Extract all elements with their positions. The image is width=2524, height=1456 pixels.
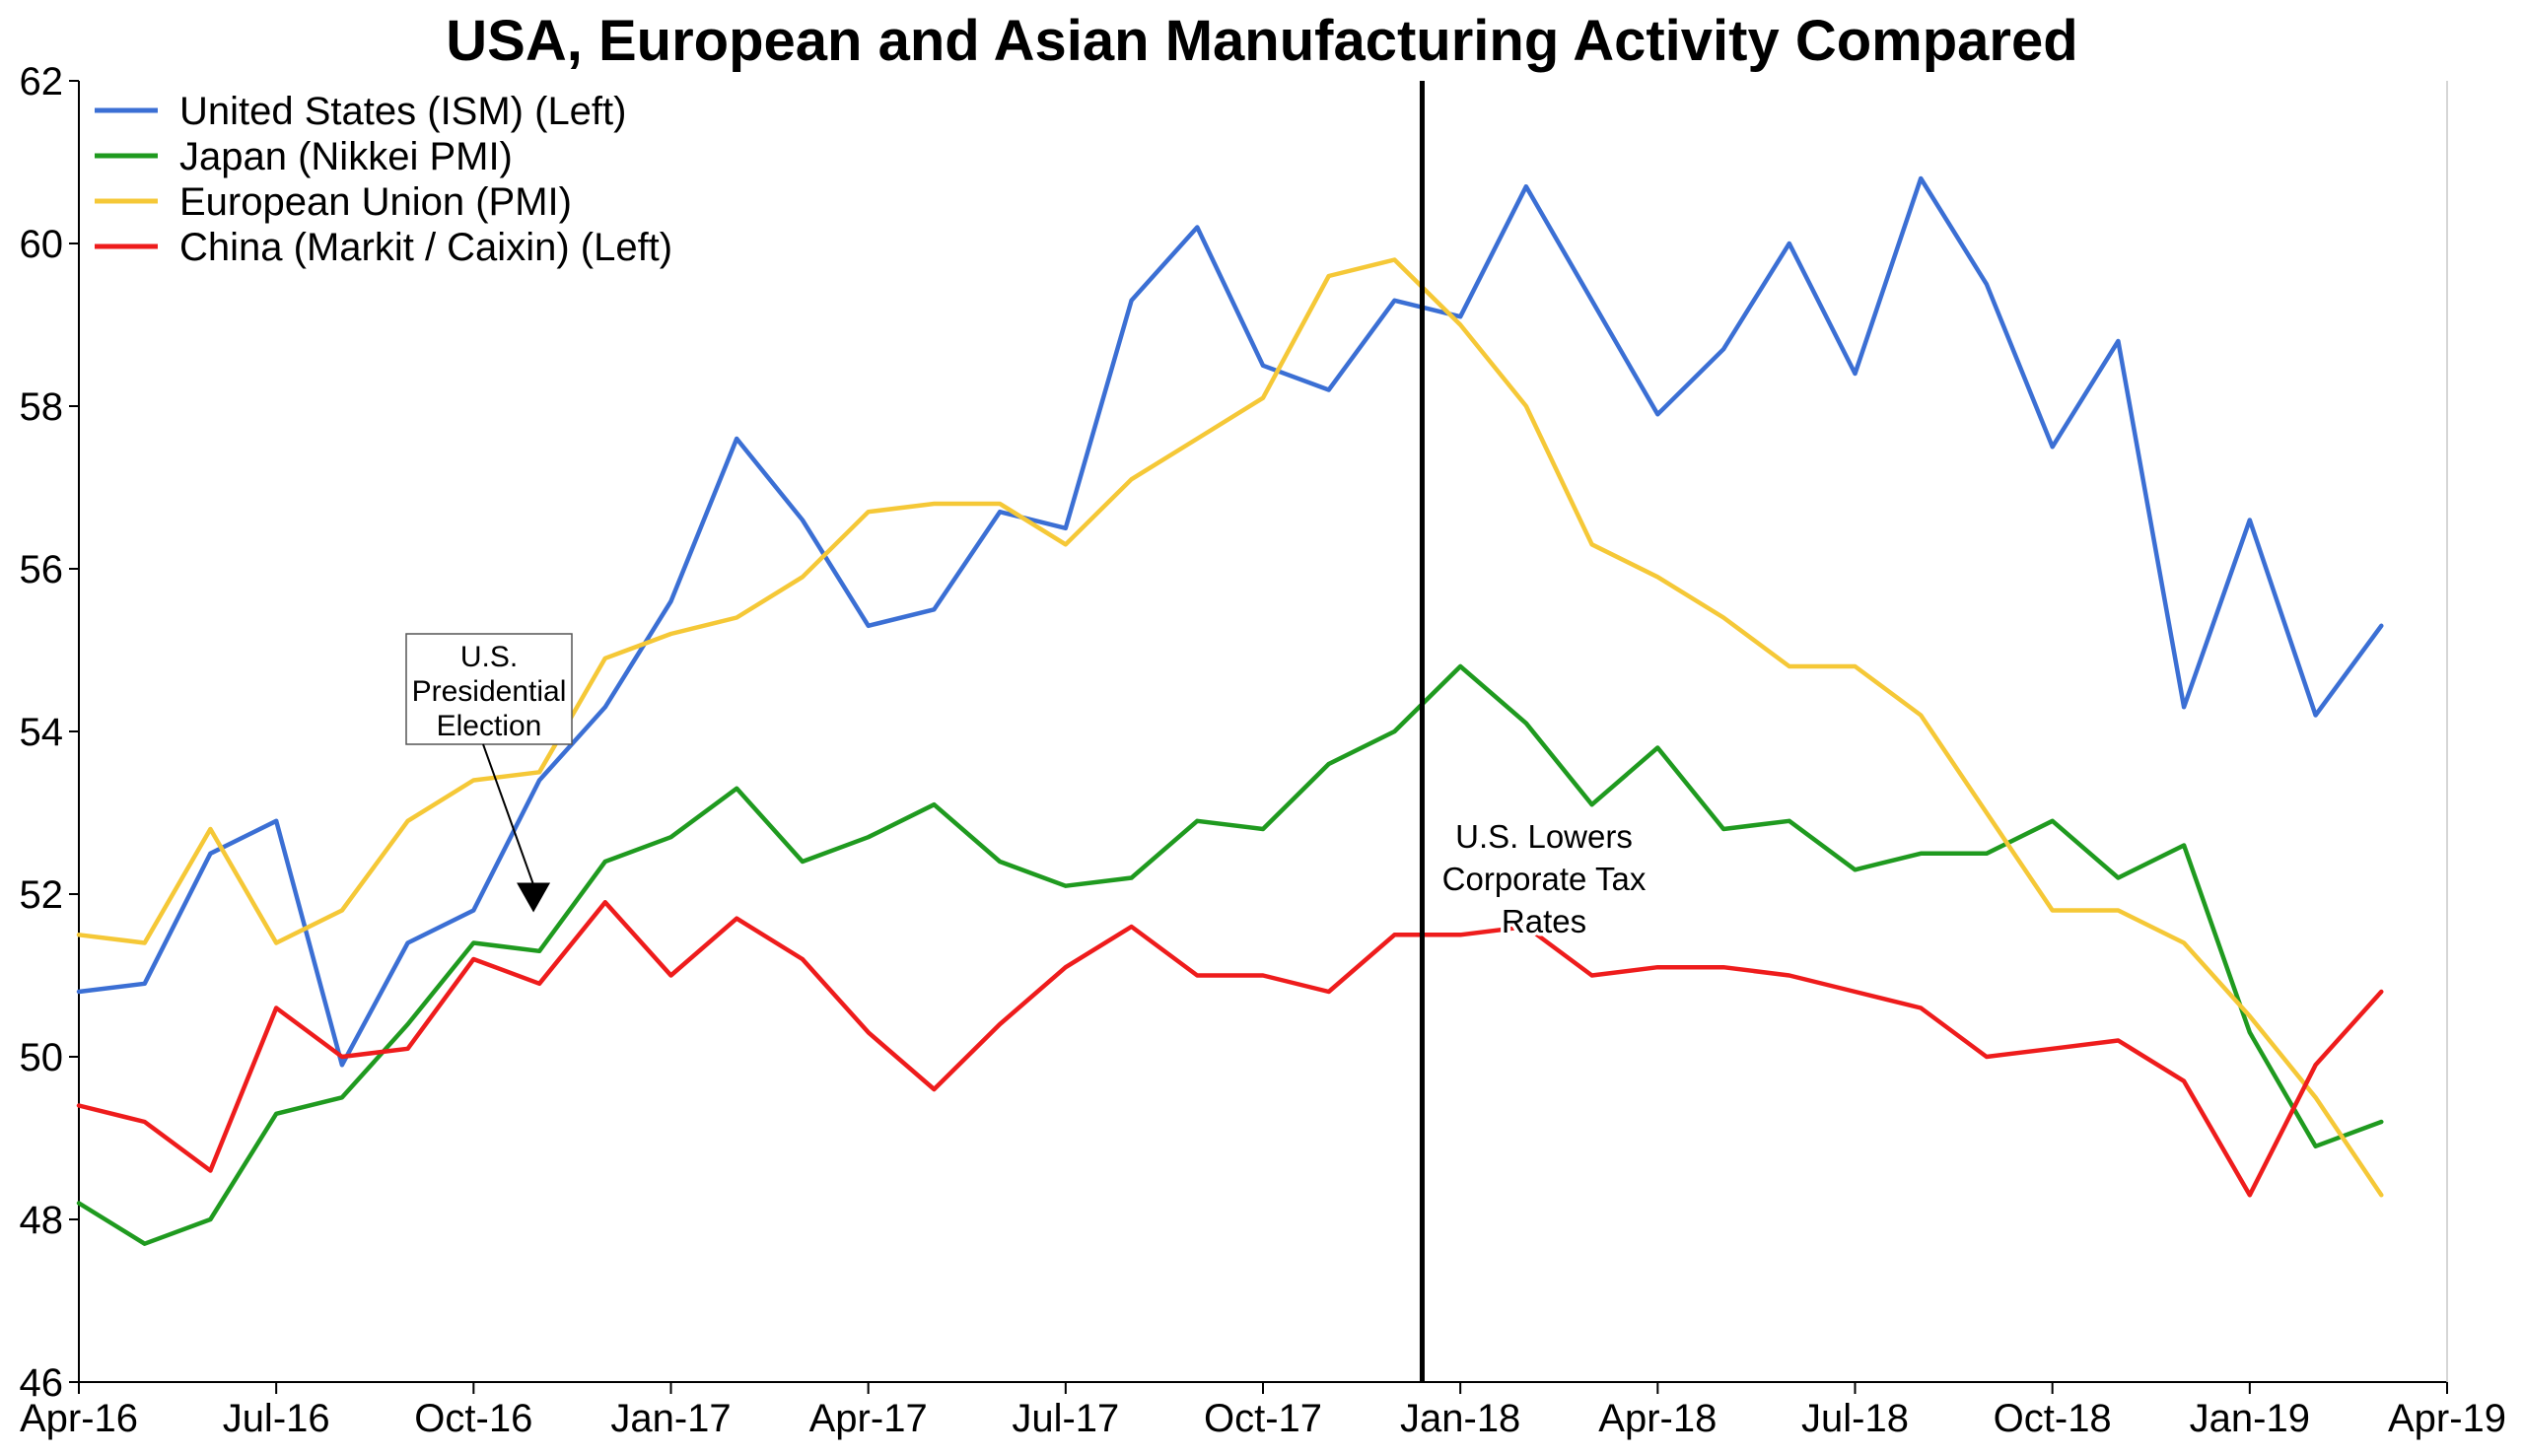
x-tick-label: Apr-16 bbox=[20, 1397, 138, 1440]
legend-label-2: European Union (PMI) bbox=[179, 180, 572, 224]
election-annotation-text: U.S. bbox=[460, 641, 518, 673]
y-tick-label: 60 bbox=[20, 223, 64, 266]
y-tick-label: 50 bbox=[20, 1036, 64, 1079]
y-tick-label: 48 bbox=[20, 1199, 64, 1242]
x-tick-label: Jul-16 bbox=[223, 1397, 330, 1440]
x-tick-label: Apr-18 bbox=[1598, 1397, 1717, 1440]
x-tick-label: Oct-17 bbox=[1204, 1397, 1322, 1440]
x-tick-label: Jan-19 bbox=[2190, 1397, 2310, 1440]
x-tick-label: Oct-16 bbox=[414, 1397, 532, 1440]
x-tick-label: Jan-18 bbox=[1400, 1397, 1520, 1440]
series-layer bbox=[76, 175, 2384, 1246]
x-tick-label: Jul-17 bbox=[1012, 1397, 1119, 1440]
series-line-1 bbox=[76, 663, 2384, 1246]
x-tick-label: Oct-18 bbox=[1994, 1397, 2112, 1440]
y-tick-label: 52 bbox=[20, 873, 64, 917]
chart-title: USA, European and Asian Manufacturing Ac… bbox=[446, 9, 2078, 73]
tax-annotation-text: Rates bbox=[1502, 903, 1586, 939]
y-axis-ticks: 46 48 50 52 54 56 58 60 62 bbox=[20, 60, 79, 1405]
y-tick-label: 58 bbox=[20, 385, 64, 429]
tax-annotation-text: U.S. Lowers bbox=[1455, 818, 1633, 855]
series-line-0 bbox=[76, 175, 2384, 1068]
election-annotation-text: Election bbox=[437, 710, 542, 742]
election-annotation-box bbox=[405, 633, 573, 745]
legend-label-1: Japan (Nikkei PMI) bbox=[179, 135, 513, 178]
x-tick-label: Jan-17 bbox=[610, 1397, 731, 1440]
x-tick-label: Apr-19 bbox=[2388, 1397, 2506, 1440]
y-tick-label: 54 bbox=[20, 711, 64, 754]
tax-annotation-text: Corporate Tax bbox=[1442, 861, 1647, 897]
x-axis-ticks: Apr-16 Jul-16 Oct-16 Jan-17 Apr-17 Jul-17 Oct-… bbox=[20, 1382, 2506, 1440]
y-tick-label: 46 bbox=[20, 1361, 64, 1405]
election-annotation-text: Presidential bbox=[412, 675, 567, 708]
election-arrow-shaft bbox=[482, 743, 534, 885]
y-tick-label: 62 bbox=[20, 60, 64, 104]
x-tick-label: Jul-18 bbox=[1801, 1397, 1909, 1440]
series-line-2 bbox=[76, 257, 2384, 1198]
y-tick-label: 56 bbox=[20, 548, 64, 591]
legend-label-0: United States (ISM) (Left) bbox=[179, 90, 626, 133]
election-arrow-head bbox=[517, 882, 551, 913]
legend: United States (ISM) (Left)Japan (Nikkei … bbox=[95, 90, 672, 269]
series-line-3 bbox=[76, 900, 2384, 1198]
x-tick-label: Apr-17 bbox=[809, 1397, 928, 1440]
legend-label-3: China (Markit / Caixin) (Left) bbox=[179, 226, 672, 269]
